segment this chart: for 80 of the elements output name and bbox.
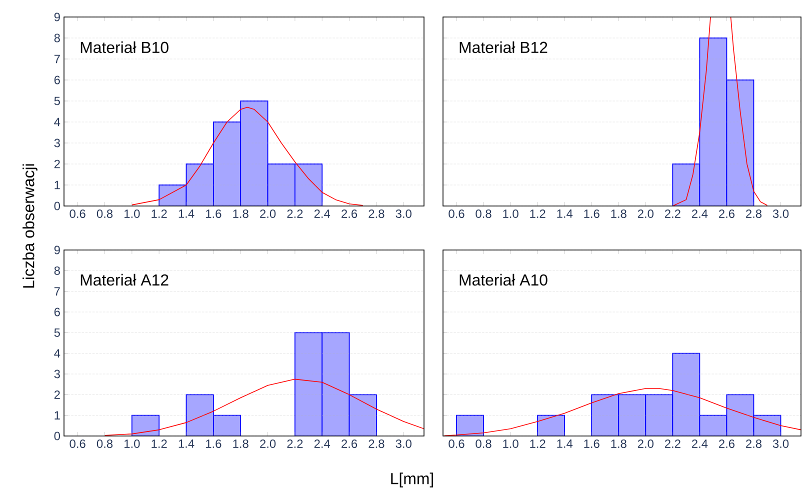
x-tick-label: 1.4 — [178, 210, 194, 218]
y-tick-label: 2 — [54, 390, 60, 399]
line-series — [104, 378, 424, 436]
line-series — [132, 106, 364, 206]
y-tick-label: 1 — [54, 180, 60, 190]
y-tick-label: 3 — [54, 138, 60, 148]
x-tick-label: 2.2 — [664, 440, 680, 448]
x-tick-label: 0.6 — [70, 440, 86, 448]
x-tick-label: 1.4 — [557, 440, 573, 448]
x-tick-label: 1.6 — [206, 440, 222, 448]
y-tick-label: 3 — [54, 370, 60, 378]
x-tick-label: 2.0 — [260, 210, 276, 218]
x-tick-label: 1.8 — [233, 440, 248, 448]
y-tick-label: 2 — [54, 160, 60, 168]
x-tick-label: 2.0 — [260, 440, 276, 448]
x-tick-label: 0.6 — [448, 210, 464, 218]
x-tick-label: 3.0 — [396, 440, 412, 448]
y-tick-label: 9 — [54, 12, 60, 22]
x-tick-label: 1.0 — [503, 440, 518, 448]
x-tick-label: 2.8 — [368, 210, 384, 218]
y-tick-label: 5 — [54, 96, 60, 106]
x-tick-label: 2.4 — [314, 440, 330, 448]
x-tick-label: 2.6 — [342, 440, 358, 448]
x-tick-label: 2.8 — [746, 440, 762, 448]
x-tick-label: 1.6 — [584, 210, 600, 218]
x-tick-label: 2.6 — [718, 440, 734, 448]
y-tick-label: 6 — [54, 308, 60, 316]
x-tick-label: 2.8 — [746, 210, 762, 218]
x-tick-label: 1.2 — [152, 210, 167, 218]
x-tick-label: 3.0 — [396, 210, 412, 218]
text: Materiał B10 — [80, 41, 168, 54]
x-tick-label: 0.8 — [476, 440, 492, 448]
y-tick-label: 4 — [54, 118, 60, 126]
text: Materiał B12 — [460, 41, 548, 54]
x-tick-label: 0.8 — [96, 210, 113, 218]
x-tick-label: 2.2 — [287, 440, 303, 448]
y-tick-label: 7 — [54, 287, 60, 296]
y-tick-label: 4 — [54, 349, 60, 358]
x-tick-label: 2.6 — [718, 210, 734, 218]
x-tick-label: 3.0 — [772, 440, 789, 448]
x-tick-label: 2.4 — [314, 210, 330, 218]
x-tick-label: 2.8 — [368, 440, 384, 448]
x-tick-label: 1.8 — [611, 440, 626, 448]
x-tick-label: 1.8 — [233, 210, 248, 218]
x-tick-label: 3.0 — [772, 210, 789, 218]
y-tick-label: 5 — [54, 328, 60, 337]
y-tick-label: 8 — [54, 34, 60, 42]
x-axis-title: L[mm] — [391, 472, 434, 488]
x-tick-label: 2.2 — [664, 210, 680, 218]
y-tick-label: 6 — [54, 76, 60, 84]
x-tick-label: 1.6 — [206, 210, 222, 218]
x-tick-label: 1.2 — [530, 440, 546, 448]
y-tick-label: 7 — [54, 54, 60, 64]
x-tick-label: 2.4 — [692, 440, 708, 448]
x-tick-label: 0.6 — [70, 210, 86, 218]
x-tick-label: 1.2 — [530, 210, 546, 218]
text: Materiał A12 — [80, 274, 168, 286]
x-tick-label: 2.4 — [692, 210, 708, 218]
x-tick-label: 2.2 — [287, 210, 303, 218]
x-tick-label: 1.4 — [178, 440, 194, 448]
x-tick-label: 2.6 — [342, 210, 358, 218]
x-tick-label: 1.6 — [584, 440, 600, 448]
x-tick-label: 1.0 — [124, 210, 140, 218]
x-tick-label: 0.6 — [448, 440, 464, 448]
y-tick-label: 9 — [54, 246, 60, 254]
x-tick-label: 2.0 — [638, 210, 654, 218]
y-tick-label: 0 — [54, 432, 60, 440]
x-tick-label: 1.0 — [503, 210, 518, 218]
x-tick-label: 1.4 — [557, 210, 573, 218]
x-tick-label: 2.0 — [638, 440, 654, 448]
x-tick-label: 1.8 — [611, 210, 626, 218]
x-tick-label: 0.8 — [476, 210, 492, 218]
y-axis-title: Liczba obserwacji — [22, 164, 38, 288]
y-tick-label: 0 — [54, 202, 60, 210]
text: Materiał A10 — [460, 274, 548, 286]
y-tick-label: 8 — [54, 266, 60, 275]
x-tick-label: 1.0 — [124, 440, 140, 448]
y-tick-label: 1 — [54, 411, 60, 420]
x-tick-label: 1.2 — [152, 440, 167, 448]
x-tick-label: 0.8 — [96, 440, 113, 448]
